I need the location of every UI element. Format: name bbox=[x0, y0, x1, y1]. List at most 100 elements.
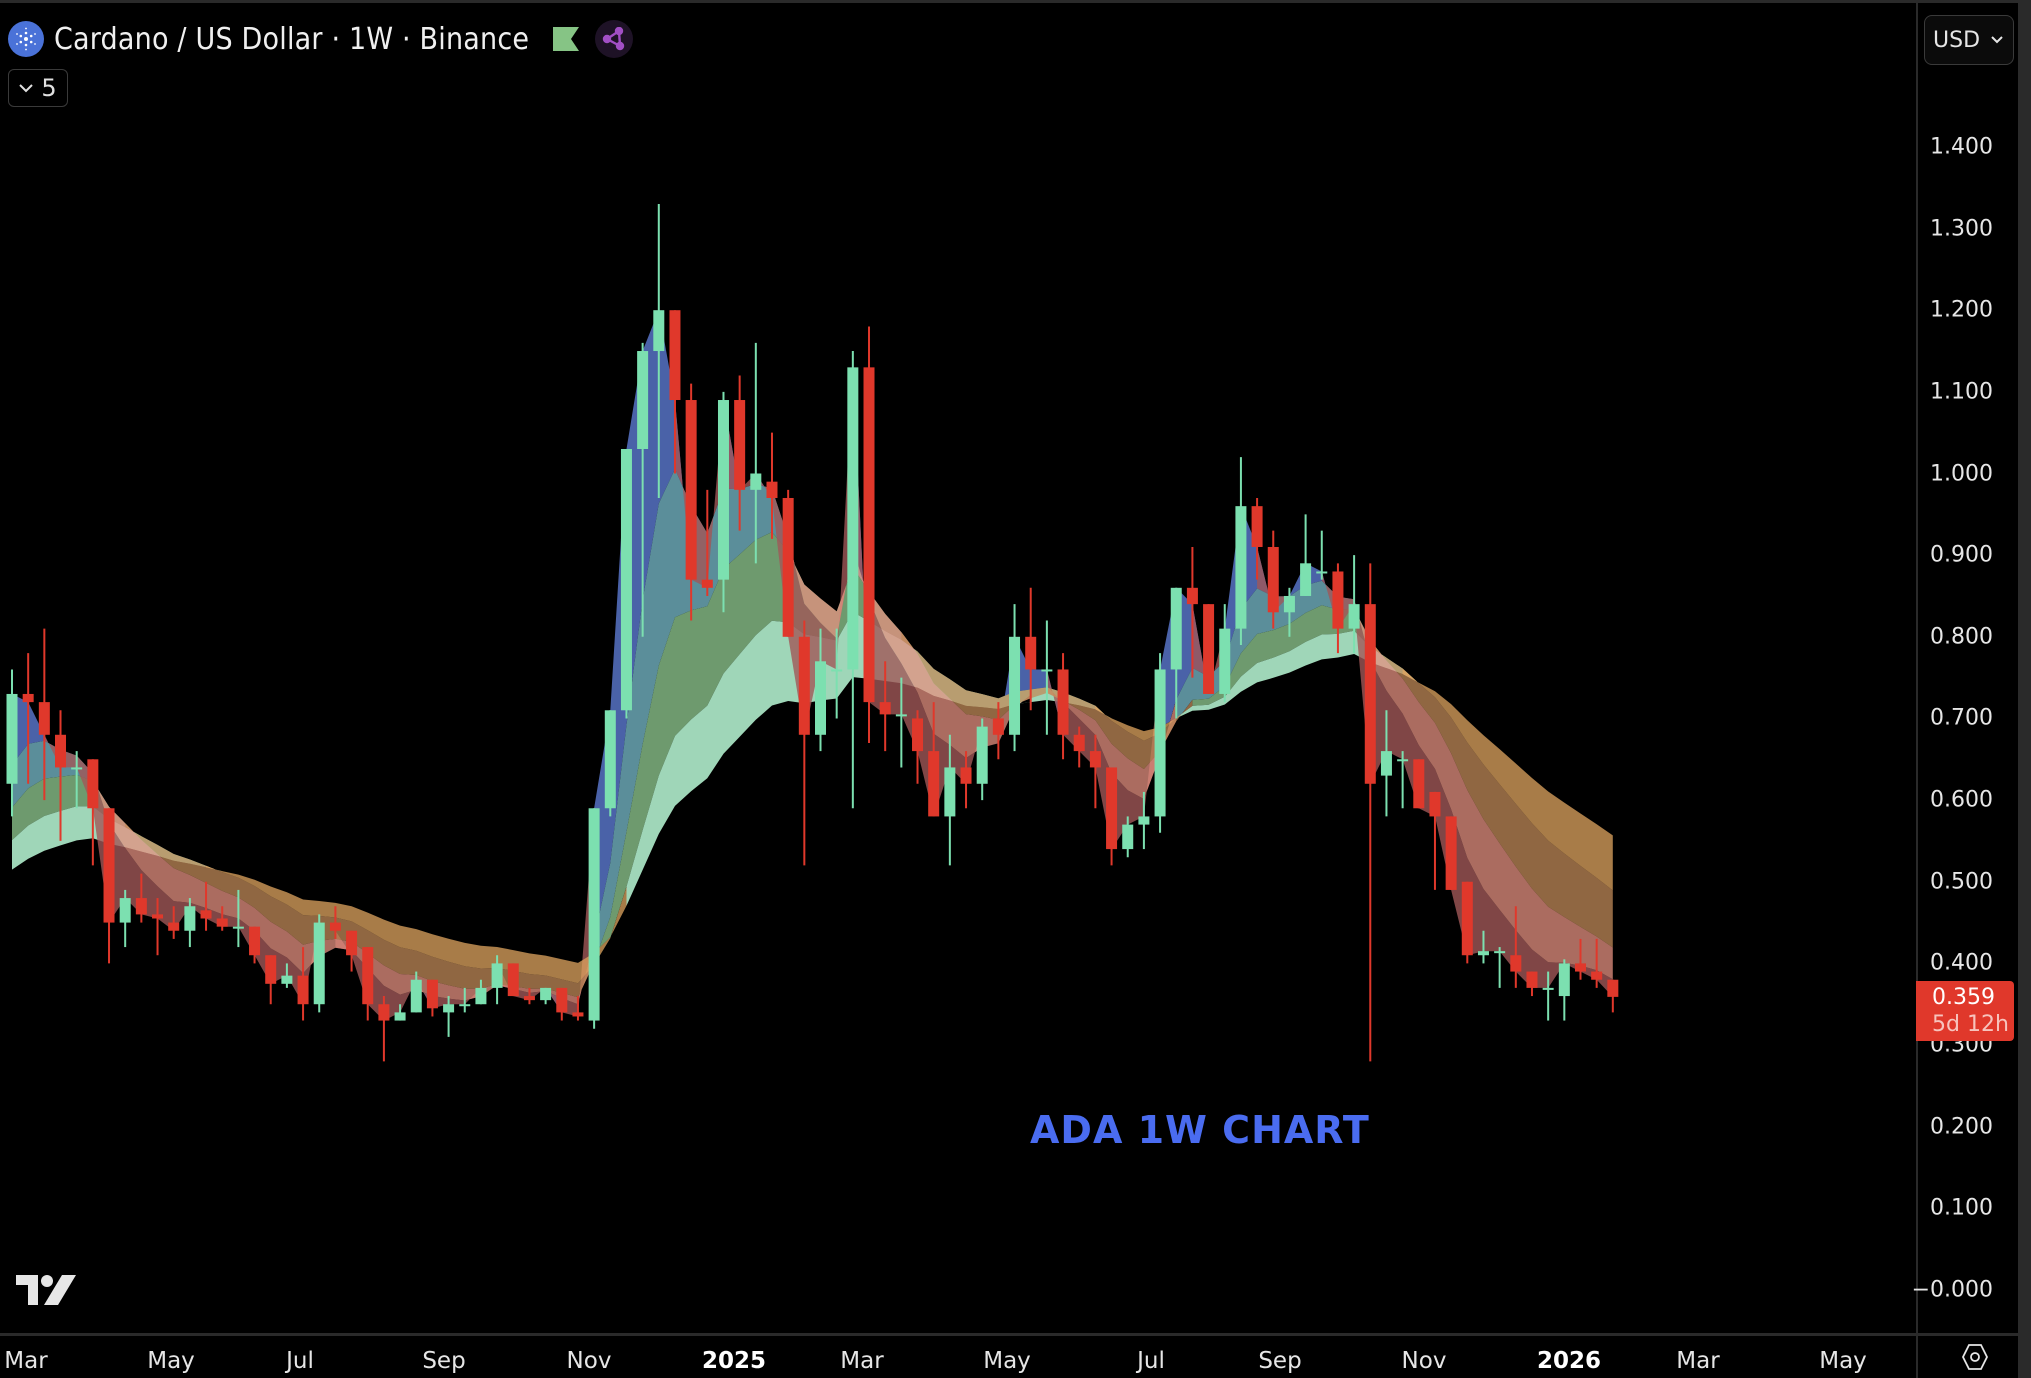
price-axis-label: 0.200 bbox=[1930, 1114, 1993, 1140]
time-axis-label: Nov bbox=[566, 1348, 612, 1374]
candle bbox=[1203, 604, 1215, 694]
tradingview-logo-icon[interactable] bbox=[14, 1273, 78, 1307]
candle bbox=[1348, 555, 1360, 654]
candle bbox=[637, 342, 649, 637]
candle bbox=[669, 310, 681, 474]
candle bbox=[1397, 751, 1409, 809]
candle bbox=[297, 947, 309, 1021]
candle bbox=[572, 996, 584, 1021]
candle bbox=[329, 906, 341, 939]
time-axis[interactable]: Mar May Jul Sep Nov 2025 Mar May Jul Sep Nov 2026 Ma… bbox=[0, 1333, 1916, 1378]
candle bbox=[1219, 604, 1231, 703]
time-axis-label: May bbox=[1819, 1348, 1867, 1374]
time-axis-label: 2025 bbox=[701, 1348, 767, 1374]
ema-ribbon-band bbox=[901, 632, 1193, 769]
price-axis-label: 0.800 bbox=[1930, 624, 1993, 650]
share-network-icon[interactable] bbox=[595, 20, 634, 58]
price-axis-label: 0.400 bbox=[1930, 950, 1993, 976]
time-axis-label: Mar bbox=[4, 1348, 48, 1374]
candle bbox=[1445, 816, 1457, 890]
candle bbox=[281, 963, 293, 988]
candle bbox=[1332, 563, 1344, 654]
price-axis-label: 1.100 bbox=[1930, 379, 1993, 405]
time-axis-label: May bbox=[147, 1348, 195, 1374]
candle bbox=[135, 873, 147, 923]
candle bbox=[588, 808, 600, 1029]
price-axis-label: 0.500 bbox=[1930, 869, 1993, 895]
candle bbox=[362, 947, 374, 1021]
candle bbox=[1186, 546, 1198, 678]
symbol-legend: Cardano / US Dollar · 1W · Binance bbox=[8, 17, 634, 61]
candle bbox=[152, 898, 164, 956]
candle bbox=[1251, 497, 1263, 580]
time-axis-label: Mar bbox=[1676, 1348, 1720, 1374]
price-chart-canvas[interactable] bbox=[0, 3, 1916, 1333]
candle bbox=[1510, 906, 1522, 988]
bar-countdown: 5d 12h bbox=[1932, 1012, 2009, 1037]
chevron-down-icon bbox=[19, 84, 34, 93]
price-axis-label: 0.700 bbox=[1930, 705, 1993, 731]
ema-ribbon-band bbox=[92, 773, 595, 1005]
candle bbox=[491, 955, 503, 1005]
candle bbox=[653, 204, 665, 498]
candle bbox=[1607, 979, 1619, 1013]
candle bbox=[459, 987, 471, 1013]
candle bbox=[1380, 710, 1392, 817]
candle bbox=[1041, 620, 1053, 735]
ema-ribbon-band bbox=[594, 469, 805, 963]
symbol-title[interactable]: Cardano / US Dollar · 1W · Binance bbox=[54, 21, 530, 57]
candle bbox=[378, 996, 390, 1062]
candle bbox=[38, 628, 50, 801]
price-axis-label: 1.000 bbox=[1930, 461, 1993, 486]
candle bbox=[507, 963, 519, 997]
candle bbox=[200, 881, 212, 931]
indicator-count: 5 bbox=[41, 74, 57, 102]
candle bbox=[863, 326, 875, 743]
candle bbox=[1267, 530, 1279, 629]
candle bbox=[604, 710, 616, 817]
flag-icon[interactable] bbox=[553, 27, 580, 51]
candle bbox=[1542, 971, 1554, 1021]
ema-ribbon-band bbox=[1176, 630, 1419, 719]
time-axis-label: Sep bbox=[422, 1348, 466, 1374]
currency-selector[interactable]: USD bbox=[1924, 15, 2014, 65]
candle bbox=[394, 1004, 406, 1021]
price-axis[interactable]: 1.400 1.300 1.200 1.100 1.000 0.900 0.800 0.700… bbox=[1912, 3, 2031, 1333]
ema-ribbon-band bbox=[723, 400, 756, 490]
ema-ribbon-band bbox=[335, 930, 417, 1021]
candle bbox=[1025, 587, 1037, 711]
candle bbox=[1364, 563, 1376, 1062]
candle bbox=[55, 710, 67, 841]
candle bbox=[103, 808, 115, 964]
candle bbox=[1170, 587, 1182, 719]
candle bbox=[71, 751, 83, 809]
candle bbox=[912, 710, 924, 784]
candle bbox=[443, 996, 455, 1037]
chart-annotation-text[interactable]: ADA 1W CHART bbox=[1030, 1108, 1370, 1152]
ema-ribbon-band bbox=[12, 694, 61, 768]
candle bbox=[346, 930, 358, 972]
candle bbox=[1073, 726, 1085, 768]
gear-hexagon-icon bbox=[1961, 1344, 1988, 1370]
candle bbox=[879, 661, 891, 752]
candle bbox=[119, 889, 131, 948]
chart-settings-button[interactable] bbox=[1916, 1333, 2031, 1378]
candle bbox=[232, 889, 244, 948]
cardano-coin-icon bbox=[8, 21, 44, 57]
candle bbox=[475, 979, 487, 1005]
candle bbox=[1413, 759, 1425, 809]
indicators-collapse-button[interactable]: 5 bbox=[8, 69, 68, 107]
candle bbox=[831, 628, 843, 719]
price-axis-label: 0.600 bbox=[1930, 787, 1993, 813]
candle bbox=[87, 759, 99, 866]
candle bbox=[1138, 791, 1150, 850]
candle bbox=[410, 971, 422, 1013]
ema-ribbon-band bbox=[1046, 669, 1161, 850]
time-axis-label: Mar bbox=[840, 1348, 884, 1374]
time-axis-label: 2026 bbox=[1536, 1348, 1602, 1374]
candle bbox=[1283, 587, 1295, 637]
ema-ribbon-band bbox=[594, 310, 692, 939]
candle bbox=[540, 987, 552, 1005]
candle bbox=[766, 432, 778, 539]
